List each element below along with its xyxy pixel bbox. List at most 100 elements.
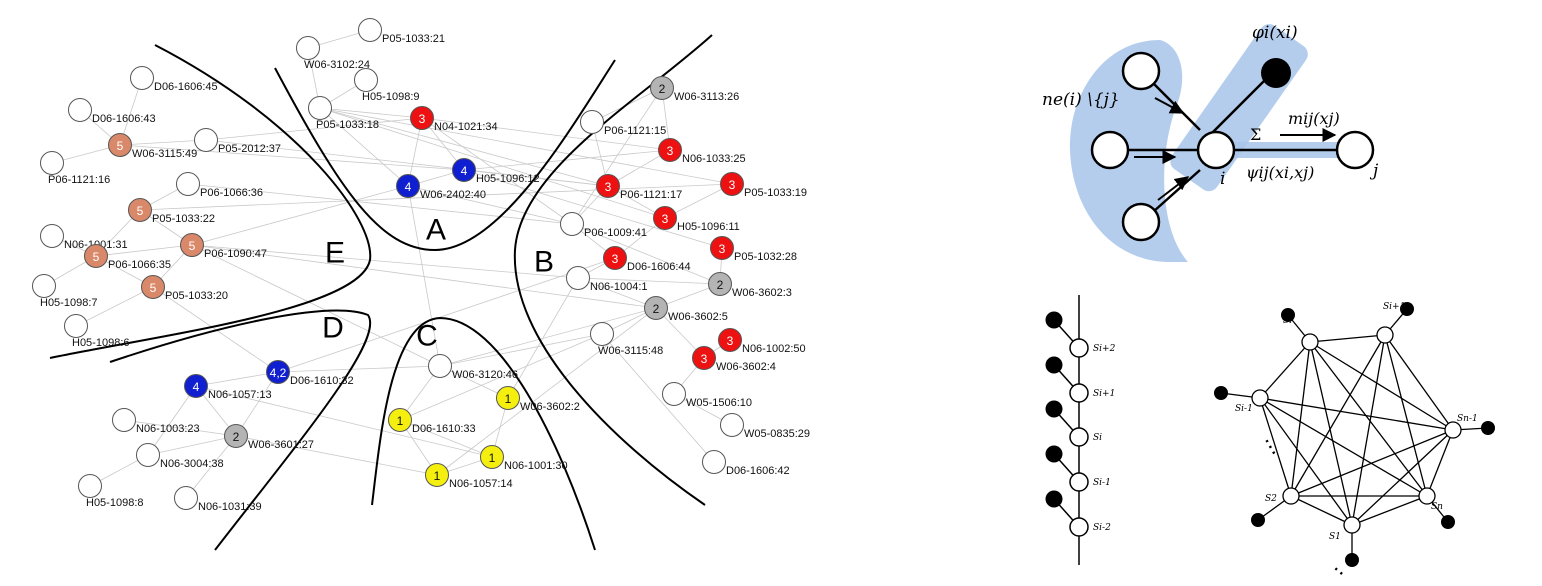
network-node-circle — [396, 174, 420, 198]
sum-label: Σ — [1250, 125, 1261, 144]
network-node-circle — [428, 354, 452, 378]
network-edge — [139, 183, 733, 211]
network-node-number: 3 — [727, 334, 734, 348]
network-node-circle — [354, 68, 378, 92]
network-node: 3 P06-1121:17 — [596, 174, 682, 201]
ring-state-node — [1376, 326, 1394, 344]
ring-state-label: Si — [1283, 316, 1292, 326]
network-node-label: D06-1606:45 — [154, 81, 218, 93]
chain-state-node — [1069, 517, 1089, 537]
network-node-number: 5 — [137, 204, 144, 218]
network-node-number: 4,2 — [270, 366, 287, 380]
network-edge — [187, 183, 573, 225]
neighbour-node-1 — [1121, 51, 1161, 91]
network-node-circle — [266, 360, 290, 384]
network-node-circle — [720, 413, 744, 437]
network-edge — [235, 435, 438, 476]
network-node-label: N04-1021:34 — [434, 121, 498, 133]
ring-edge — [1290, 495, 1353, 526]
boundary-curve-b — [513, 34, 713, 506]
network-node-circle — [388, 408, 412, 432]
network-node-circle — [130, 66, 154, 90]
network-node: N06-1001:31 — [40, 224, 128, 251]
network-node-label: W05-1506:10 — [686, 397, 752, 409]
network-node: 5 W06-3115:49 — [108, 133, 197, 160]
m-label: mij(xj) — [1288, 109, 1340, 128]
network-node-label: P06-1066:36 — [200, 187, 263, 199]
network-node-label: P05-1033:18 — [316, 119, 379, 131]
network-node-label: N06-1033:25 — [682, 153, 746, 165]
ring-edge — [1309, 341, 1428, 497]
network-node: 3 W06-3602:4 — [692, 346, 776, 373]
network-node-label: P05-2012:37 — [218, 143, 281, 155]
ring-factor-node — [1214, 386, 1228, 400]
network-edge — [439, 333, 603, 367]
ring-edge — [1309, 341, 1454, 431]
network-node-circle — [708, 272, 732, 296]
network-edge — [75, 286, 154, 327]
network-node-label: W05-0835:29 — [744, 428, 810, 440]
network-node-label: P06-1121:16 — [48, 174, 110, 186]
ring-edge — [1351, 495, 1428, 526]
network-node-number: 5 — [150, 281, 157, 295]
ring-edge — [1290, 334, 1386, 497]
boundary-curve-e — [49, 44, 372, 359]
network-node: W05-0835:29 — [720, 413, 810, 440]
network-node-label: P05-1033:20 — [165, 290, 228, 302]
network-node-label: N06-3004:38 — [160, 458, 224, 470]
network-node-circle — [112, 408, 136, 432]
citation-network-diagram: A B C D E P05-1033:21 W06-3102:24 H05-1098… — [32, 18, 810, 551]
network-node-label: N06-1057:13 — [208, 389, 272, 401]
network-node-circle — [128, 198, 152, 222]
boundary-curve-d — [109, 309, 372, 551]
chain-factor-node — [1045, 445, 1063, 463]
network-node-label: D06-1606:42 — [726, 465, 790, 477]
network-edge — [407, 185, 573, 225]
network-node-label: W06-3115:49 — [132, 148, 197, 160]
ring-state-label: Si-1 — [1235, 404, 1253, 414]
network-node-circle — [40, 224, 64, 248]
network-node: P05-1033:21 — [358, 18, 445, 45]
network-node-number: 2 — [233, 430, 240, 444]
factor-node-phi — [1261, 58, 1291, 88]
network-node-label: N06-1003:23 — [136, 423, 200, 435]
network-node: W06-3102:24 — [296, 36, 370, 71]
network-edge — [319, 107, 733, 185]
network-edge — [421, 117, 573, 225]
network-edge — [439, 365, 509, 399]
network-edge — [319, 107, 609, 187]
ring-edge — [1259, 397, 1454, 431]
phi-label: φi(xi) — [1252, 23, 1298, 43]
ring-state-label: S2 — [1265, 494, 1277, 504]
network-node-label: P06-1121:17 — [620, 189, 682, 201]
region-label-d: D — [322, 312, 344, 345]
network-node: 1 N06-1001:30 — [480, 445, 568, 472]
network-edge — [95, 244, 193, 257]
network-node-label: W06-3102:24 — [304, 59, 370, 71]
ring-factor-node — [1441, 515, 1455, 529]
network-edge — [436, 307, 657, 476]
region-label-c: C — [416, 320, 438, 353]
network-node-number: 4 — [461, 164, 468, 178]
ring-state-node — [1251, 389, 1269, 407]
chain-state-node — [1069, 472, 1089, 492]
chain-state-label: Si-2 — [1093, 523, 1111, 533]
ring-edge — [1309, 341, 1353, 526]
network-edge — [191, 185, 409, 246]
network-node-number: 5 — [189, 239, 196, 253]
ring-edges — [1220, 308, 1489, 560]
network-node: P05-1033:18 — [308, 96, 379, 131]
network-node: 1 N06-1057:14 — [425, 463, 513, 490]
network-node-label: P06-1121:15 — [604, 125, 666, 137]
network-node: 4 N06-1057:13 — [184, 374, 272, 401]
network-edge — [319, 107, 409, 187]
network-node: D06-1606:42 — [702, 450, 790, 477]
network-edge — [319, 107, 666, 219]
network-edge — [147, 385, 197, 456]
network-edge — [571, 223, 721, 285]
network-node-circle — [176, 172, 200, 196]
network-node-circle — [452, 158, 476, 182]
ring-edge — [1290, 341, 1311, 497]
network-edge — [185, 435, 237, 499]
